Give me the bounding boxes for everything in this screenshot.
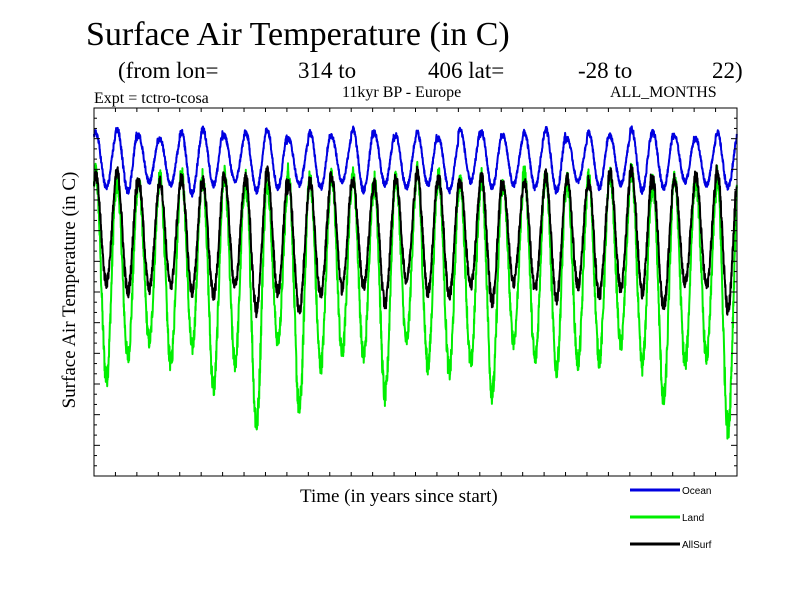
experiment-label: Expt = tctro-tcosa [94,90,209,107]
x-axis-label: Time (in years since start) [300,486,498,507]
series-line-ocean [93,125,738,198]
legend-label-ocean: Ocean [682,486,711,497]
legend-item-land: Land [630,513,704,524]
months-label: ALL_MONTHS [610,84,717,101]
series-line-allsurf [93,163,738,319]
legend: Ocean Land AllSurf [630,486,712,551]
subtitle-lat-start: -28 to [578,58,633,83]
subtitle-lon-start: 314 to [298,58,357,83]
legend-item-allsurf: AllSurf [630,540,712,551]
legend-label-land: Land [682,513,704,524]
series-line-land [93,160,738,440]
subtitle-lat-end: 22) [712,58,743,83]
subtitle-lon-end-lat: 406 lat= [428,58,505,83]
legend-item-ocean: Ocean [630,486,711,497]
tick-layer [93,107,738,477]
period-label: 11kyr BP - Europe [342,84,462,101]
chart-title: Surface Air Temperature (in C) [86,16,510,53]
legend-label-allsurf: AllSurf [682,540,712,551]
series-layer [93,125,738,440]
subtitle-lon-label: (from lon= [118,58,219,83]
